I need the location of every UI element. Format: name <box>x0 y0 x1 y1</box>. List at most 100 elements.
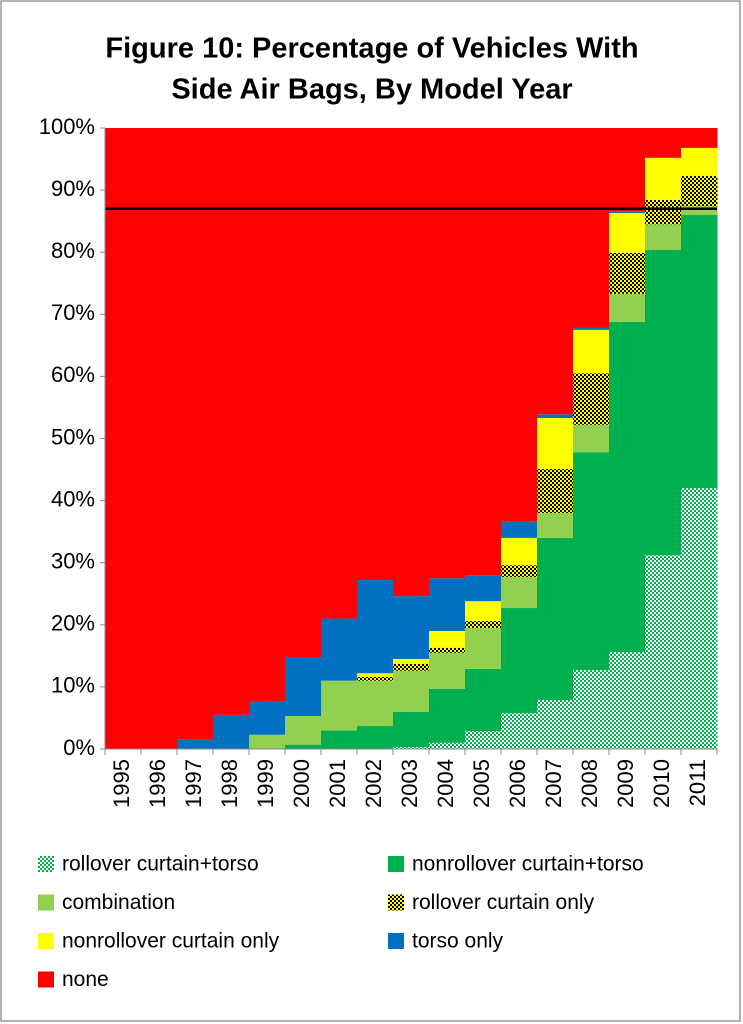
y-tick-label: 60% <box>51 362 95 387</box>
bar-segment <box>429 578 466 632</box>
bar-segment <box>501 537 538 566</box>
bar-segment <box>681 488 718 749</box>
bar-segment <box>429 128 466 579</box>
x-tick-label: 2006 <box>505 759 530 808</box>
bar-segment <box>105 128 142 749</box>
legend-label: combination <box>62 891 175 914</box>
bar-segment <box>609 128 646 212</box>
bar-segment <box>393 747 430 749</box>
bar-segment <box>465 128 502 576</box>
bar-segment <box>537 468 574 514</box>
y-tick-label: 0% <box>63 735 95 760</box>
x-tick-label: 2001 <box>325 759 350 808</box>
bar-segment <box>213 714 250 749</box>
bar-segment <box>681 206 718 215</box>
bar-segment <box>285 744 322 749</box>
bar-segment <box>573 452 610 671</box>
legend-label: rollover curtain only <box>412 891 595 914</box>
bar-segment <box>501 565 538 577</box>
bar-segment <box>393 663 430 671</box>
x-tick-label: 2000 <box>289 759 314 808</box>
bar-segment <box>285 657 322 717</box>
bar-segment <box>177 128 214 740</box>
y-tick-label: 100% <box>39 114 95 139</box>
legend-swatch <box>38 971 54 988</box>
bar-segment <box>645 224 682 250</box>
bar-segment <box>321 128 358 619</box>
bar-segment <box>249 701 286 735</box>
bar-segment <box>177 739 214 749</box>
bar-segment <box>501 521 538 538</box>
bar-segment <box>609 652 646 749</box>
x-tick-label: 1995 <box>109 759 134 808</box>
bar-segment <box>681 175 718 207</box>
legend-label: none <box>62 968 109 991</box>
x-tick-label: 1996 <box>145 759 170 808</box>
bar-segment <box>501 712 538 749</box>
legend-label: nonrollover curtain+torso <box>412 853 644 876</box>
bar-segment <box>609 293 646 322</box>
bar-segment <box>249 734 286 749</box>
y-tick-label: 10% <box>51 673 95 698</box>
legend-label: torso only <box>412 930 504 953</box>
bar-segment <box>429 688 466 743</box>
bar-segment <box>645 555 682 749</box>
bar-segment <box>321 618 358 681</box>
bar-segment <box>393 596 430 659</box>
bar-segment <box>465 601 502 622</box>
bar-segment <box>537 128 574 415</box>
legend-swatch <box>38 894 54 911</box>
bar-segment <box>465 575 502 602</box>
bar-segment <box>393 711 430 748</box>
bar-segment <box>573 329 610 374</box>
bar-segment <box>573 327 610 330</box>
chart-title: Figure 10: Percentage of Vehicles With <box>105 33 638 65</box>
bar-segment <box>429 742 466 749</box>
bar-segment <box>357 676 394 681</box>
x-tick-label: 2008 <box>577 759 602 808</box>
bar-segment <box>537 699 574 749</box>
y-tick-label: 30% <box>51 549 95 574</box>
bar-segment <box>465 627 502 669</box>
y-tick-label: 50% <box>51 424 95 449</box>
bar-segment <box>609 252 646 294</box>
bar-segment <box>681 214 718 489</box>
bar-segment <box>609 321 646 653</box>
legend-swatch <box>38 933 54 949</box>
legend-label: rollover curtain+torso <box>62 853 259 876</box>
bar-segment <box>465 621 502 628</box>
bar-segment <box>429 647 466 653</box>
y-tick-label: 80% <box>51 238 95 263</box>
bar-segment <box>645 249 682 556</box>
bar-segment <box>573 373 610 425</box>
bar-segment <box>645 200 682 225</box>
bar-segment <box>645 128 682 158</box>
bar-segment <box>465 668 502 731</box>
bar-segment <box>537 513 574 538</box>
legend-label: nonrollover curtain only <box>62 930 280 953</box>
bar-segment <box>321 680 358 731</box>
bar-segment <box>141 128 178 749</box>
bar-segment <box>357 726 394 749</box>
x-tick-label: 2010 <box>649 759 674 808</box>
bar-segment <box>537 418 574 469</box>
bar-segment <box>357 680 394 727</box>
bar-segment <box>609 213 646 253</box>
y-tick-label: 40% <box>51 486 95 511</box>
bar-segment <box>681 128 718 148</box>
bar-segment <box>285 716 322 745</box>
bar-segment <box>537 414 574 419</box>
bar-segment <box>429 652 466 689</box>
bar-segment <box>393 670 430 712</box>
y-tick-label: 70% <box>51 300 95 325</box>
bar-segment <box>213 128 250 715</box>
x-tick-label: 2007 <box>541 759 566 808</box>
x-tick-label: 2002 <box>361 759 386 808</box>
x-tick-label: 1997 <box>181 759 206 808</box>
bar-segment <box>501 128 538 522</box>
bar-segment <box>609 211 646 214</box>
x-tick-label: 1999 <box>253 759 278 808</box>
bar-segment <box>573 424 610 453</box>
bar-segment <box>573 670 610 749</box>
